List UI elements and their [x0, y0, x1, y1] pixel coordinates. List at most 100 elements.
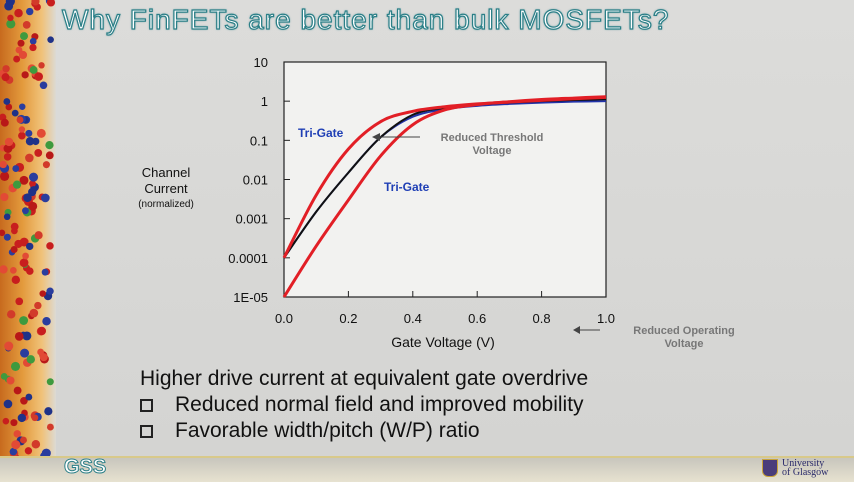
atom-dot	[26, 242, 34, 251]
atom-dot	[0, 265, 8, 274]
atom-dot	[2, 65, 10, 73]
annotation-tri-gate-top: Tri-Gate	[298, 126, 344, 140]
atom-dot	[34, 72, 43, 81]
atom-dot	[3, 399, 13, 409]
annotation-reduced-threshold-line2: Voltage	[473, 145, 512, 157]
atom-dot	[11, 227, 18, 235]
atom-dot	[19, 316, 29, 325]
atom-dot	[39, 290, 46, 297]
y-axis-label-line3: (normalized)	[138, 199, 194, 210]
atom-dot	[12, 180, 22, 189]
atom-dot	[46, 423, 54, 431]
y-axis-label-line2: Current	[144, 181, 188, 196]
atom-dot	[29, 180, 36, 188]
y-tick-label: 0.1	[250, 133, 268, 148]
atom-dot	[29, 43, 37, 52]
atom-dot	[46, 378, 54, 386]
atom-dot	[20, 32, 28, 41]
atom-dot	[23, 193, 32, 202]
atom-dot	[22, 207, 29, 215]
atom-dot	[39, 81, 48, 90]
atom-dot	[18, 131, 26, 140]
atom-dot	[26, 355, 35, 364]
atom-dot	[20, 348, 30, 358]
y-tick-label: 0.01	[243, 173, 268, 188]
atom-dots	[0, 0, 56, 480]
atom-dot	[24, 447, 33, 455]
atom-dot	[17, 39, 25, 47]
atom-dot	[29, 308, 39, 318]
university-logo: University of Glasgow	[762, 458, 829, 478]
footer-bar	[0, 456, 854, 482]
university-name-line1: University	[782, 458, 825, 469]
bullet-item-text: Reduced normal field and improved mobili…	[175, 393, 584, 416]
atom-dot	[3, 233, 11, 241]
atom-dot	[3, 213, 11, 221]
atom-dot	[3, 144, 13, 153]
y-tick-label: 10	[254, 55, 268, 70]
atom-dot	[6, 376, 15, 385]
bullet-item: Favorable width/pitch (W/P) ratio	[140, 418, 588, 444]
atom-dot	[42, 161, 50, 169]
atom-dot	[26, 7, 34, 16]
bullet-item: Reduced normal field and improved mobili…	[140, 392, 588, 418]
atom-dot	[25, 129, 33, 137]
atom-dot	[0, 118, 9, 127]
atom-dot	[31, 439, 41, 449]
atom-dot	[46, 287, 54, 295]
atom-dot	[41, 193, 50, 203]
operating-arrowhead	[573, 326, 580, 334]
atom-dot	[37, 348, 44, 356]
atom-dot	[42, 316, 51, 326]
gss-logo: GSS	[63, 456, 107, 479]
annotation-reduced-operating-line1: Reduced Operating	[633, 325, 734, 337]
atom-dot	[44, 407, 53, 416]
x-tick-label: 1.0	[597, 311, 615, 326]
data-curves	[282, 95, 607, 298]
crest-icon	[762, 459, 778, 477]
atom-dot	[26, 267, 34, 275]
atom-dot	[2, 417, 10, 425]
atom-dot	[19, 175, 29, 185]
checkbox-square-icon	[140, 424, 153, 438]
atom-dot	[46, 242, 54, 250]
x-tick-label: 0.2	[339, 311, 357, 326]
atom-dot	[28, 201, 38, 211]
atom-dot	[10, 245, 18, 253]
atom-dot	[45, 151, 54, 160]
atom-dot	[20, 396, 28, 405]
bullet-block: Higher drive current at equivalent gate …	[140, 366, 588, 444]
annotation-reduced-operating-line2: Voltage	[665, 338, 704, 350]
atom-dot	[7, 14, 14, 22]
atom-dot	[10, 419, 18, 427]
y-tick-label: 0.0001	[228, 251, 268, 266]
atom-dot	[25, 136, 35, 146]
atom-dot	[19, 258, 29, 267]
atom-dot	[45, 140, 54, 150]
atom-dot	[29, 66, 38, 74]
atom-dot	[47, 36, 54, 43]
atom-dot	[20, 436, 27, 444]
y-tick-label: 1	[261, 94, 268, 109]
bullet-item-text: Favorable width/pitch (W/P) ratio	[175, 419, 480, 442]
atom-dot	[34, 231, 43, 240]
atom-dot	[18, 126, 26, 133]
atom-dot	[34, 149, 43, 157]
atom-dot	[6, 310, 16, 319]
series-line-tri-gate-upper	[282, 95, 607, 259]
atom-dot	[22, 252, 29, 260]
atom-dot	[0, 192, 9, 202]
university-name-line2: of Glasgow	[782, 467, 829, 478]
y-tick-label: 0.001	[235, 212, 268, 227]
atom-dot	[15, 297, 24, 306]
checkbox-square-icon	[140, 398, 153, 412]
university-name: University of Glasgow	[782, 458, 829, 478]
atom-dot	[36, 128, 46, 138]
y-axis-ticks: 10 1 0.1 0.01 0.001 0.0001 1E-05	[228, 55, 290, 305]
atom-dot	[14, 332, 24, 341]
atom-dot	[11, 275, 21, 285]
atom-dot	[31, 0, 40, 6]
atom-dot	[14, 8, 23, 18]
annotation-reduced-threshold-line1: Reduced Threshold	[441, 132, 544, 144]
atom-dot	[13, 386, 22, 395]
